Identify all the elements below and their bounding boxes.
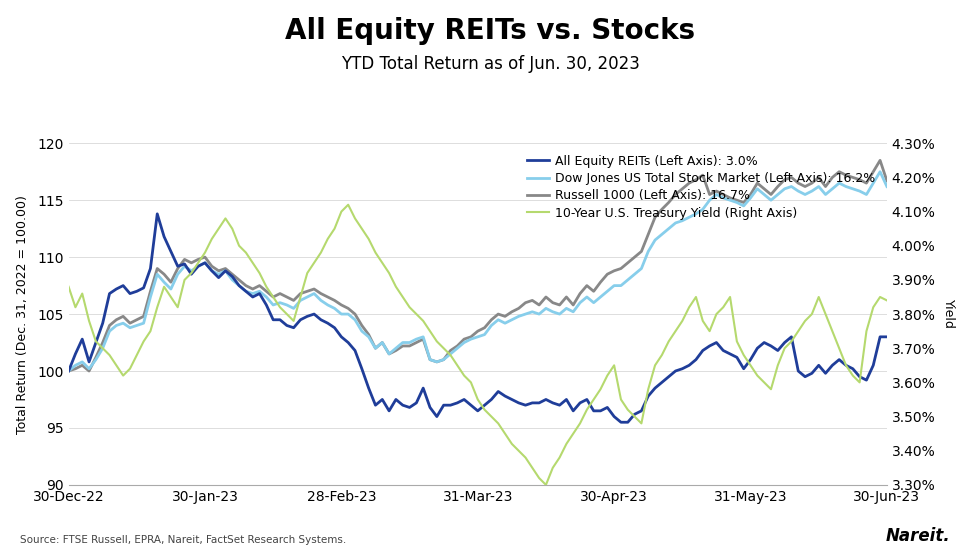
Text: YTD Total Return as of Jun. 30, 2023: YTD Total Return as of Jun. 30, 2023 [341,55,639,73]
10-Year U.S. Treasury Yield (Right Axis) [145,328,157,334]
Dow Jones US Total Stock Market (Left Axis): 16.2%: (81, 108): 16.2%: (81, 108) [615,282,627,289]
Russell 1000 (Left Axis): 16.7%: (75, 107): 16.7%: (75, 107) [574,290,586,297]
Dow Jones US Total Stock Market (Left Axis): 16.2%: (0, 100): 16.2%: (0, 100) [63,368,74,374]
10-Year U.S. Treasury Yield (Right Axis) [540,482,552,488]
Russell 1000 (Left Axis): 16.7%: (120, 117): 16.7%: (120, 117) [881,177,893,184]
10-Year U.S. Treasury Yield (Right Axis) [588,396,600,403]
All Equity REITs (Left Axis): 3.0%: (29, 106): 3.0%: (29, 106) [261,301,272,308]
Y-axis label: Total Return (Dec. 31, 2022 = 100.00): Total Return (Dec. 31, 2022 = 100.00) [16,195,28,434]
All Equity REITs (Left Axis): 3.0%: (83, 96.2): 3.0%: (83, 96.2) [629,411,641,418]
All Equity REITs (Left Axis): 3.0%: (81, 95.5): 3.0%: (81, 95.5) [615,419,627,425]
All Equity REITs (Left Axis): 3.0%: (114, 100): 3.0%: (114, 100) [840,362,852,369]
10-Year U.S. Treasury Yield (Right Axis) [840,362,852,369]
Dow Jones US Total Stock Market (Left Axis): 16.2%: (112, 116): 16.2%: (112, 116) [826,186,838,192]
All Equity REITs (Left Axis): 3.0%: (0, 100): 3.0%: (0, 100) [63,368,74,374]
10-Year U.S. Treasury Yield (Right Axis) [417,317,429,324]
Line: 10-Year U.S. Treasury Yield (Right Axis): 10-Year U.S. Treasury Yield (Right Axis) [69,205,887,485]
Russell 1000 (Left Axis): 16.7%: (0, 100): 16.7%: (0, 100) [63,368,74,374]
All Equity REITs (Left Axis): 3.0%: (120, 103): 3.0%: (120, 103) [881,333,893,340]
Russell 1000 (Left Axis): 16.7%: (112, 117): 16.7%: (112, 117) [826,174,838,181]
Text: All Equity REITs vs. Stocks: All Equity REITs vs. Stocks [285,17,695,45]
All Equity REITs (Left Axis): 3.0%: (12, 109): 3.0%: (12, 109) [145,265,157,272]
Russell 1000 (Left Axis): 16.7%: (28, 108): 16.7%: (28, 108) [254,282,266,289]
Dow Jones US Total Stock Market (Left Axis): 16.2%: (51, 103): 16.2%: (51, 103) [411,336,422,342]
Russell 1000 (Left Axis): 16.7%: (51, 102): 16.7%: (51, 102) [411,339,422,346]
All Equity REITs (Left Axis): 3.0%: (52, 98.5): 3.0%: (52, 98.5) [417,385,429,391]
Legend: All Equity REITs (Left Axis): 3.0%, Dow Jones US Total Stock Market (Left Axis):: All Equity REITs (Left Axis): 3.0%, Dow … [521,149,881,225]
Text: Nareit.: Nareit. [886,527,951,545]
All Equity REITs (Left Axis): 3.0%: (76, 97.5): 3.0%: (76, 97.5) [581,396,593,403]
Dow Jones US Total Stock Market (Left Axis): 16.2%: (120, 116): 16.2%: (120, 116) [881,183,893,190]
Text: Source: FTSE Russell, EPRA, Nareit, FactSet Research Systems.: Source: FTSE Russell, EPRA, Nareit, Fact… [20,536,346,545]
Dow Jones US Total Stock Market (Left Axis): 16.2%: (119, 118): 16.2%: (119, 118) [874,169,886,175]
Russell 1000 (Left Axis): 16.7%: (12, 107): 16.7%: (12, 107) [145,288,157,295]
10-Year U.S. Treasury Yield (Right Axis) [881,297,893,304]
10-Year U.S. Treasury Yield (Right Axis) [254,270,266,277]
Russell 1000 (Left Axis): 16.7%: (81, 109): 16.7%: (81, 109) [615,265,627,272]
Y-axis label: Yield: Yield [942,299,956,329]
Line: Dow Jones US Total Stock Market (Left Axis): 16.2%: Dow Jones US Total Stock Market (Left Ax… [69,172,887,371]
Line: Russell 1000 (Left Axis): 16.7%: Russell 1000 (Left Axis): 16.7% [69,160,887,371]
All Equity REITs (Left Axis): 3.0%: (13, 114): 3.0%: (13, 114) [151,210,163,217]
10-Year U.S. Treasury Yield (Right Axis) [629,413,641,420]
Dow Jones US Total Stock Market (Left Axis): 16.2%: (75, 106): 16.2%: (75, 106) [574,299,586,306]
Dow Jones US Total Stock Market (Left Axis): 16.2%: (12, 106): 16.2%: (12, 106) [145,294,157,300]
Dow Jones US Total Stock Market (Left Axis): 16.2%: (28, 107): 16.2%: (28, 107) [254,288,266,295]
10-Year U.S. Treasury Yield (Right Axis) [63,283,74,290]
10-Year U.S. Treasury Yield (Right Axis) [342,202,354,208]
Line: All Equity REITs (Left Axis): 3.0%: All Equity REITs (Left Axis): 3.0% [69,214,887,422]
Russell 1000 (Left Axis): 16.7%: (119, 118): 16.7%: (119, 118) [874,157,886,164]
